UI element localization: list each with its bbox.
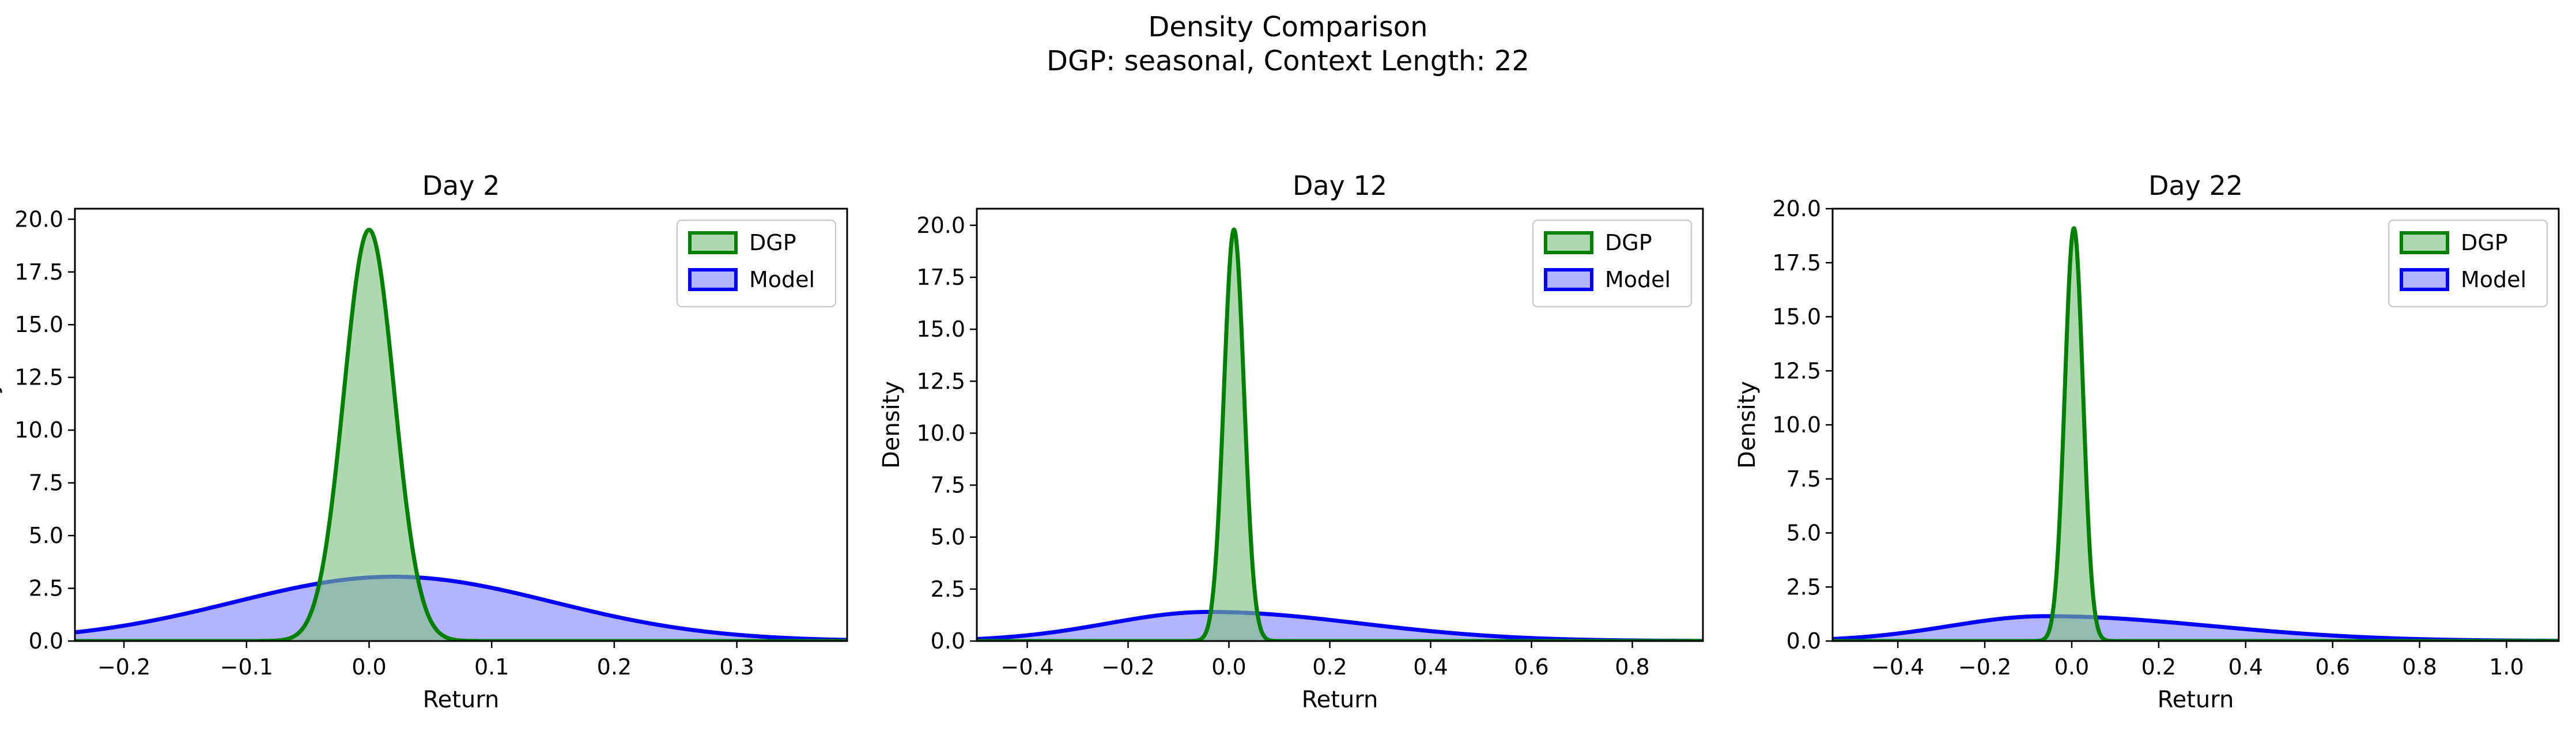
figure-subtitle: DGP: seasonal, Context Length: 22 <box>1047 45 1529 77</box>
y-tick-label: 17.5 <box>14 259 63 285</box>
y-tick-label: 5.0 <box>29 523 63 548</box>
x-tick-label: 0.8 <box>2402 654 2437 680</box>
x-tick-label: 0.0 <box>352 654 386 680</box>
y-tick-label: 5.0 <box>1786 521 1821 546</box>
y-axis: 0.0 2.5 5.0 7.5 10.0 12.5 15.0 17.5 20.0 Density <box>0 206 75 654</box>
legend-label: DGP <box>2461 230 2508 255</box>
x-tick-label: −0.4 <box>1000 654 1053 680</box>
x-axis: −0.2 −0.1 0.0 0.1 0.2 0.3 Return <box>97 641 754 713</box>
x-tick-label: −0.2 <box>1958 654 2011 680</box>
x-axis: −0.4 −0.2 0.0 0.2 0.4 0.6 0.8 Return <box>1000 641 1650 713</box>
legend: DGP Model <box>2388 219 2548 308</box>
subplot-title: Day 12 <box>1293 170 1387 201</box>
series-model-fill <box>977 612 1703 641</box>
legend-entry-model: Model <box>688 267 815 292</box>
y-axis-label: Density <box>0 381 3 469</box>
y-tick-label: 20.0 <box>916 213 965 238</box>
y-tick-label: 0.0 <box>29 628 63 654</box>
y-tick-label: 10.0 <box>916 420 965 446</box>
plot-area <box>1833 226 2559 641</box>
x-tick-label: 0.0 <box>2054 654 2089 680</box>
y-tick-label: 7.5 <box>29 470 63 496</box>
legend-swatch <box>688 231 738 254</box>
legend: DGP Model <box>1532 219 1693 308</box>
y-tick-label: 2.5 <box>931 576 965 602</box>
legend-entry-dgp: DGP <box>2400 230 2508 255</box>
y-tick-label: 12.5 <box>1772 358 1821 383</box>
y-tick-label: 10.0 <box>1772 412 1821 438</box>
y-tick-label: 12.5 <box>916 368 965 394</box>
legend-entry-dgp: DGP <box>1544 230 1652 255</box>
x-tick-label: −0.2 <box>1101 654 1154 680</box>
y-tick-label: 15.0 <box>1772 304 1821 330</box>
legend-swatch <box>2400 268 2449 291</box>
y-tick-label: 17.5 <box>1772 250 1821 276</box>
legend-label: Model <box>2461 267 2526 292</box>
x-tick-label: −0.1 <box>220 654 273 680</box>
y-tick-label: 15.0 <box>14 312 63 337</box>
x-tick-label: −0.2 <box>97 654 150 680</box>
subplot-3: −0.4 −0.2 0.0 0.2 0.4 0.6 0.8 1.0 Return 0.0 2.5 5.… <box>1734 170 2560 713</box>
legend-label: Model <box>1605 267 1671 292</box>
legend-swatch <box>688 268 738 291</box>
y-axis: 0.0 2.5 5.0 7.5 10.0 12.5 15.0 17.5 20.0 Density <box>1734 196 1833 654</box>
x-axis-label: Return <box>423 687 500 713</box>
x-tick-label: 0.4 <box>2228 654 2263 680</box>
legend-label: Model <box>749 267 815 292</box>
x-axis-label: Return <box>2158 687 2234 713</box>
y-tick-label: 7.5 <box>1786 466 1821 492</box>
x-tick-label: 0.2 <box>1312 654 1347 680</box>
x-tick-label: 0.6 <box>1514 654 1548 680</box>
legend-swatch <box>2400 231 2449 254</box>
y-tick-label: 5.0 <box>931 525 965 550</box>
y-tick-label: 15.0 <box>916 316 965 342</box>
y-tick-label: 12.5 <box>14 365 63 390</box>
y-tick-label: 2.5 <box>1786 574 1821 600</box>
legend-entry-model: Model <box>2400 267 2526 292</box>
y-tick-label: 20.0 <box>1772 196 1821 221</box>
subplot-1: −0.2 −0.1 0.0 0.1 0.2 0.3 Return 0.0 2.5 5.0 7.5 10… <box>0 170 848 713</box>
x-tick-label: 0.1 <box>474 654 509 680</box>
y-tick-label: 10.0 <box>14 417 63 443</box>
subplot-title: Day 2 <box>422 170 500 201</box>
axes-frame <box>976 208 1704 642</box>
legend-swatch <box>1544 231 1593 254</box>
x-tick-label: 0.3 <box>719 654 754 680</box>
y-axis: 0.0 2.5 5.0 7.5 10.0 12.5 15.0 17.5 20.0 Density <box>878 213 977 654</box>
x-tick-label: 0.2 <box>597 654 632 680</box>
y-tick-label: 2.5 <box>29 576 63 601</box>
y-axis-label: Density <box>1734 381 1761 469</box>
y-tick-label: 17.5 <box>916 265 965 290</box>
axes-frame <box>74 208 848 642</box>
legend-entry-dgp: DGP <box>688 230 796 255</box>
subplots: −0.2 −0.1 0.0 0.1 0.2 0.3 Return 0.0 2.5 5.0 7.5 10… <box>0 170 2560 713</box>
legend-entry-model: Model <box>1544 267 1671 292</box>
x-axis: −0.4 −0.2 0.0 0.2 0.4 0.6 0.8 1.0 Return <box>1871 641 2524 713</box>
x-tick-label: −0.4 <box>1871 654 1924 680</box>
y-axis-label: Density <box>878 381 905 469</box>
y-tick-label: 20.0 <box>14 206 63 232</box>
x-tick-label: 0.8 <box>1615 654 1649 680</box>
plot-area <box>977 227 1703 641</box>
x-tick-label: 0.6 <box>2315 654 2350 680</box>
y-tick-label: 0.0 <box>931 628 965 654</box>
y-tick-label: 7.5 <box>931 473 965 498</box>
series-model-line <box>75 574 847 641</box>
subplot-title: Day 22 <box>2148 170 2243 201</box>
series-model-fill <box>1833 616 2559 641</box>
series-model-fill <box>75 576 847 641</box>
x-tick-label: 1.0 <box>2489 654 2524 680</box>
figure-title: Density Comparison <box>1148 11 1427 43</box>
subplot-2: −0.4 −0.2 0.0 0.2 0.4 0.6 0.8 Return 0.0 2.5 5.0 7.… <box>878 170 1704 713</box>
x-tick-label: 0.2 <box>2141 654 2176 680</box>
x-axis-label: Return <box>1302 687 1378 713</box>
x-tick-label: 0.0 <box>1211 654 1246 680</box>
legend-label: DGP <box>749 230 796 255</box>
legend: DGP Model <box>676 219 837 308</box>
legend-swatch <box>1544 268 1593 291</box>
y-tick-label: 0.0 <box>1786 628 1821 654</box>
x-tick-label: 0.4 <box>1413 654 1448 680</box>
legend-label: DGP <box>1605 230 1652 255</box>
